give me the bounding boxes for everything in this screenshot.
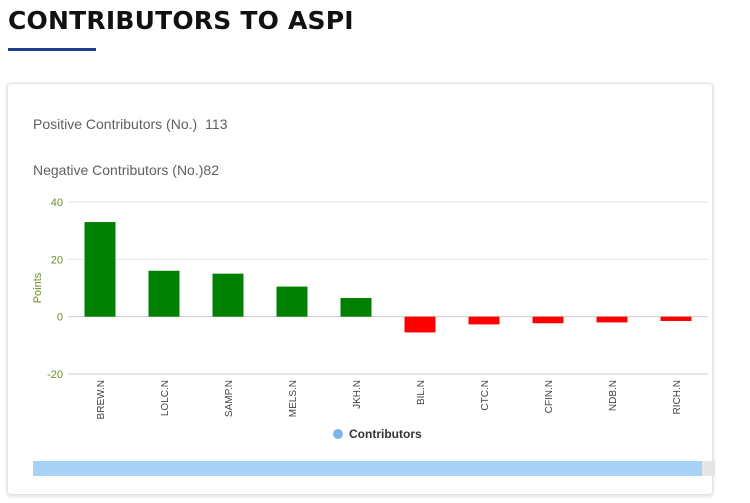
bar-samp-n (212, 273, 244, 317)
positive-contributors-stat: Positive Contributors (No.) 113 (33, 116, 228, 132)
page-title: CONTRIBUTORS TO ASPI (8, 6, 354, 35)
x-tick-label-jkh-n: JKH.N (352, 380, 363, 409)
chart-scrollbar-thumb[interactable] (33, 461, 702, 476)
x-tick-label-brew-n: BREW.N (96, 380, 107, 419)
chart-card: Positive Contributors (No.) 113 Negative … (7, 83, 715, 495)
bar-bil-n (404, 316, 436, 333)
x-tick-label-lolc-n: LOLC.N (160, 380, 171, 416)
bar-jkh-n (340, 298, 372, 317)
bar-ndb-n (596, 316, 628, 323)
x-tick-label-samp-n: SAMP.N (224, 380, 235, 417)
bar-brew-n (84, 222, 116, 317)
negative-contributors-label: Negative Contributors (No.) (33, 162, 204, 178)
x-tick-label-ndb-n: NDB.N (608, 380, 619, 411)
y-tick-label-3: 40 (51, 197, 63, 209)
x-tick-label-ctc-n: CTC.N (480, 380, 491, 411)
x-tick-label-bil-n: BIL.N (416, 380, 427, 405)
y-tick-label-2: 20 (51, 254, 63, 266)
y-tick-label-1: 0 (57, 312, 63, 324)
bar-cfin-n (532, 316, 564, 324)
legend-label: Contributors (349, 427, 422, 441)
positive-contributors-label: Positive Contributors (No.) (33, 116, 198, 132)
x-tick-label-mels-n: MELS.N (288, 380, 299, 417)
bar-ctc-n (468, 316, 500, 325)
positive-contributors-value: 113 (205, 116, 228, 132)
chart-legend[interactable]: Contributors (333, 427, 422, 441)
bar-chart: -20 0 20 40 Points BREW.N LOLC.N SAMP.N MELS.N JK… (32, 197, 708, 419)
negative-contributors-stat: Negative Contributors (No.)82 (33, 162, 219, 178)
y-axis-title: Points (32, 272, 44, 303)
legend-marker-icon (333, 429, 343, 439)
title-underline (8, 48, 96, 51)
bar-rich-n (660, 316, 692, 321)
bar-mels-n (276, 286, 308, 317)
y-tick-label-0: -20 (47, 369, 63, 381)
x-tick-label-rich-n: RICH.N (672, 380, 683, 414)
bar-lolc-n (148, 270, 180, 317)
negative-contributors-value: 82 (203, 162, 219, 178)
x-tick-label-cfin-n: CFIN.N (544, 380, 555, 413)
chart-scrollbar[interactable] (33, 461, 715, 476)
